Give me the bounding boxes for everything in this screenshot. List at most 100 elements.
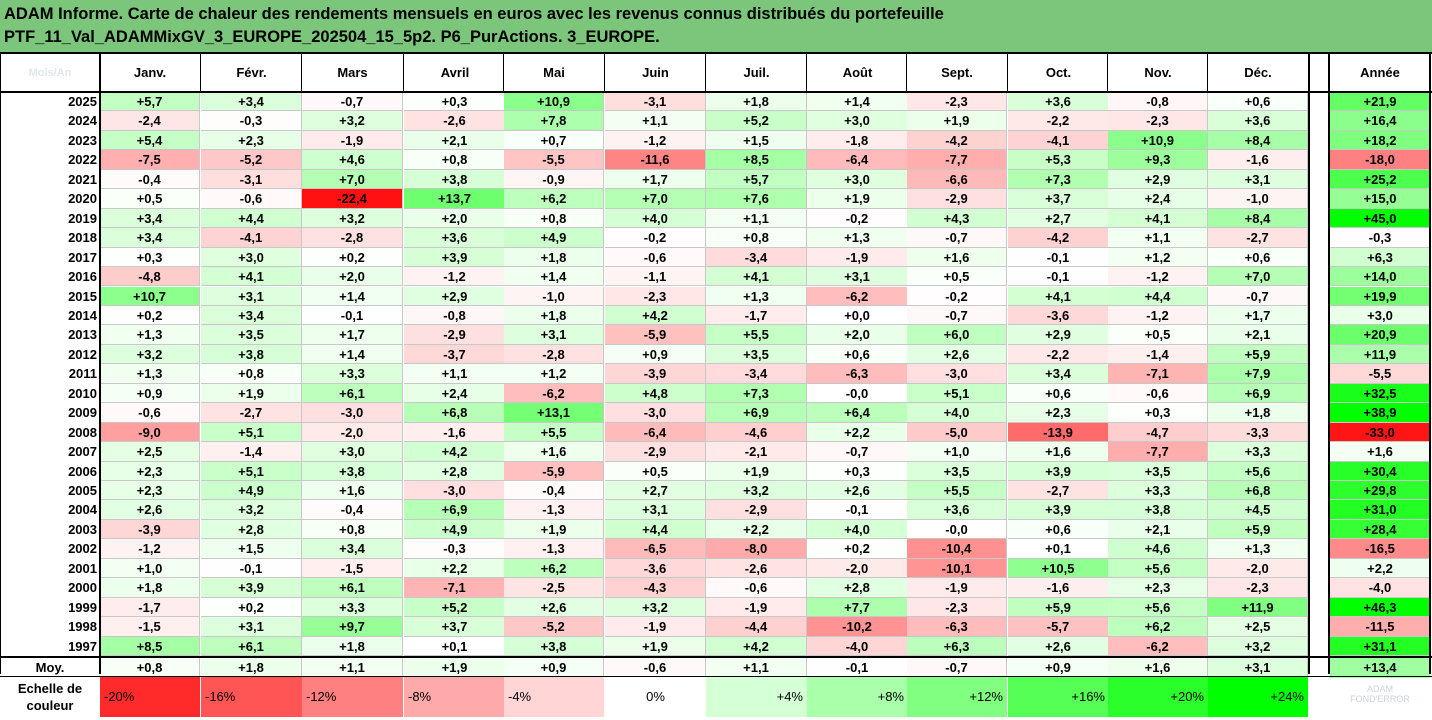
heatmap-cell: +7,6 — [706, 189, 807, 209]
heatmap-cell: +3,0 — [302, 442, 403, 462]
heatmap-cell: +0,1 — [404, 636, 506, 657]
heatmap-cell: -4,1 — [1008, 130, 1109, 151]
heatmap-cell: +1,3 — [807, 228, 908, 248]
chart-subtitle: PTF_11_Val_ADAMMixGV_3_EUROPE_202504_15_… — [4, 28, 660, 46]
heatmap-cell: -5,7 — [1008, 617, 1109, 637]
heatmap-cell: +3,5 — [1108, 461, 1208, 481]
heatmap-cell: -4,2 — [1008, 228, 1109, 248]
heatmap-cell: -2,8 — [504, 344, 604, 365]
heatmap-cell: -4,4 — [706, 617, 807, 637]
heatmap-cell: +3,4 — [1008, 364, 1109, 384]
heatmap-cell: -2,9 — [706, 500, 807, 520]
heatmap-cell: -7,1 — [404, 578, 506, 598]
annual-cell: +31,1 — [1330, 636, 1430, 657]
heatmap-cell: +2,7 — [605, 481, 706, 501]
chart-title: ADAM Informe. Carte de chaleur des rende… — [4, 5, 944, 23]
heatmap-cell: +1,3 — [100, 364, 200, 384]
heatmap-cell: +2,6 — [807, 481, 908, 501]
heatmap-cell: +6,9 — [404, 500, 506, 520]
heatmap-cell: -0,3 — [404, 539, 506, 559]
heatmap-cell: -0,2 — [907, 286, 1007, 306]
annual-cell: +1,6 — [1330, 442, 1430, 462]
heatmap-cell: +3,1 — [504, 325, 604, 345]
heatmap-cell: +5,5 — [706, 325, 807, 345]
watermark-logo: ADAM FOND'ERROR — [1350, 684, 1410, 704]
heatmap-cell: +4,2 — [706, 636, 807, 657]
heatmap-cell: +2,6 — [100, 500, 200, 520]
heatmap-cell: -2,1 — [706, 442, 807, 462]
heatmap-cell: +7,9 — [1208, 364, 1308, 384]
annual-cell: -16,5 — [1330, 539, 1430, 559]
heatmap-cell: -3,0 — [907, 364, 1007, 384]
heatmap-cell: +2,2 — [807, 422, 908, 443]
heatmap-cell: -6,3 — [907, 617, 1007, 637]
heatmap-cell: -2,9 — [907, 189, 1007, 209]
heatmap-cell: +6,4 — [807, 403, 908, 423]
heatmap-cell: +1,6 — [1008, 442, 1109, 462]
heatmap-cell: +3,4 — [201, 92, 302, 112]
heatmap-cell: +0,5 — [100, 189, 200, 209]
heatmap-cell: -4,1 — [201, 228, 302, 248]
heatmap-cell: +3,2 — [706, 481, 807, 501]
heatmap-cell: -0,7 — [907, 305, 1007, 326]
heatmap-cell: -0,8 — [404, 305, 506, 326]
heatmap-cell: -2,6 — [404, 111, 506, 131]
heatmap-cell: +3,8 — [201, 344, 302, 365]
heatmap-cell: +3,6 — [404, 228, 506, 248]
grid-border — [0, 676, 1432, 677]
heatmap-cell: -5,2 — [201, 150, 302, 170]
heatmap-cell: -6,2 — [807, 286, 908, 306]
heatmap-cell: +1,2 — [1108, 247, 1208, 268]
heatmap-cell: +5,6 — [1108, 597, 1208, 618]
heatmap-cell: -1,7 — [706, 305, 807, 326]
heatmap-cell: +2,3 — [100, 461, 200, 481]
heatmap-cell: +6,8 — [1208, 481, 1308, 501]
annual-cell: +46,3 — [1330, 597, 1430, 618]
heatmap-cell: +4,8 — [605, 383, 706, 404]
heatmap-cell: +3,7 — [404, 617, 506, 637]
heatmap-cell: -0,7 — [807, 442, 908, 462]
heatmap-cell: -7,7 — [907, 150, 1007, 170]
heatmap-cell: -2,3 — [1208, 578, 1308, 598]
heatmap-cell: +4,3 — [907, 208, 1007, 229]
row-year-label: 2008 — [0, 422, 100, 443]
heatmap-cell: +3,6 — [907, 500, 1007, 520]
heatmap-cell: -1,3 — [504, 539, 604, 559]
heatmap-cell: +1,8 — [504, 247, 604, 268]
heatmap-cell: +0,2 — [807, 539, 908, 559]
heatmap-cell: -3,4 — [706, 247, 807, 268]
heatmap-cell: +5,4 — [100, 130, 200, 151]
heatmap-cell: +3,0 — [201, 247, 302, 268]
heatmap-cell: +4,1 — [201, 267, 302, 287]
heatmap-cell: +4,2 — [605, 305, 706, 326]
annual-cell: -5,5 — [1330, 364, 1430, 384]
heatmap-cell: +13,7 — [404, 189, 506, 209]
color-scale-stop: 0% — [605, 677, 706, 717]
heatmap-cell: +0,6 — [1008, 383, 1109, 404]
heatmap-cell: +5,9 — [1208, 519, 1308, 540]
heatmap-cell: +4,0 — [807, 519, 908, 540]
heatmap-cell: +1,7 — [1208, 305, 1308, 326]
row-year-label: 2020 — [0, 189, 100, 209]
heatmap-cell: +0,9 — [605, 344, 706, 365]
heatmap-cell: -3,3 — [1208, 422, 1308, 443]
heatmap-cell: -0,4 — [100, 169, 200, 190]
heatmap-cell: +6,0 — [907, 325, 1007, 345]
grid-border — [99, 54, 101, 674]
color-scale-stop: -20% — [100, 677, 200, 717]
heatmap-cell: +1,3 — [100, 325, 200, 345]
heatmap-cell: +1,6 — [907, 247, 1007, 268]
column-header: Oct. — [1008, 54, 1109, 92]
heatmap-cell: +5,2 — [404, 597, 506, 618]
heatmap-cell: +4,9 — [504, 228, 604, 248]
heatmap-cell: +2,9 — [1108, 169, 1208, 190]
row-year-label: 2005 — [0, 481, 100, 501]
heatmap-cell: -1,6 — [1208, 150, 1308, 170]
heatmap-cell: -1,9 — [706, 597, 807, 618]
column-header: Janv. — [100, 54, 200, 92]
heatmap-cell: -2,0 — [1208, 558, 1308, 579]
heatmap-cell: +1,1 — [1108, 228, 1208, 248]
grid-border — [604, 54, 605, 92]
heatmap-cell: -10,4 — [907, 539, 1007, 559]
column-header: Févr. — [201, 54, 302, 92]
